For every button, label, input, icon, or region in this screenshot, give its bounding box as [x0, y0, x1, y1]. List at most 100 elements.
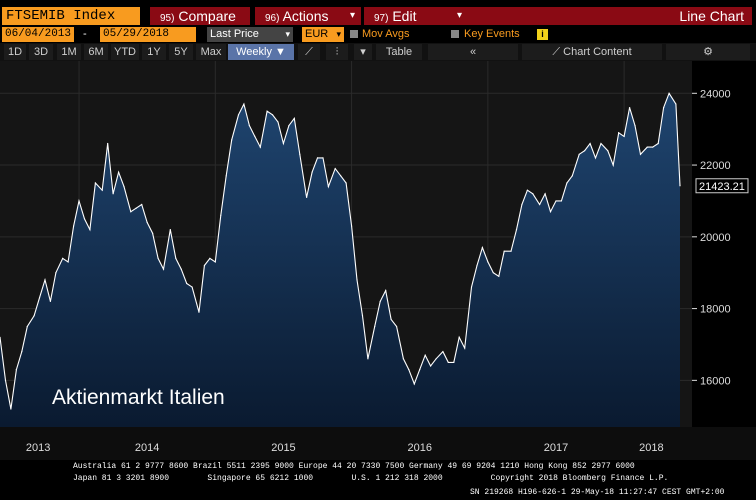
price-field-select[interactable]: Last Price ▾: [207, 27, 293, 42]
data-point: [476, 264, 478, 267]
data-point: [231, 139, 233, 141]
data-point: [503, 250, 505, 252]
data-point: [385, 290, 387, 292]
x-tick-label: 2018: [639, 442, 663, 454]
data-point: [4, 379, 7, 381]
data-point: [510, 250, 512, 252]
data-point: [162, 268, 165, 270]
currency-select[interactable]: EUR ▾: [302, 27, 344, 42]
data-point: [248, 124, 250, 127]
period-1d[interactable]: 1D: [4, 44, 26, 60]
data-point: [515, 229, 518, 231]
data-point: [327, 185, 330, 188]
edit-button[interactable]: 97) Edit ▾: [364, 7, 468, 25]
data-point: [175, 257, 177, 259]
start-date-field[interactable]: 06/04/2013: [2, 27, 74, 42]
data-point: [306, 196, 308, 198]
data-point: [532, 193, 534, 195]
data-point: [198, 311, 200, 313]
data-point: [498, 275, 500, 277]
y-tick-label: 20000: [700, 232, 731, 244]
period-ytd[interactable]: YTD: [111, 44, 139, 60]
data-point: [89, 229, 91, 231]
data-point: [334, 168, 336, 170]
actions-label: Actions: [282, 8, 329, 24]
data-point: [316, 157, 319, 159]
data-point: [152, 232, 154, 234]
collapse-icon[interactable]: «: [428, 44, 518, 60]
data-point: [607, 150, 609, 152]
info-icon[interactable]: i: [537, 29, 548, 40]
data-point: [293, 117, 295, 120]
period-5y[interactable]: 5Y: [169, 44, 193, 60]
period-1y[interactable]: 1Y: [142, 44, 166, 60]
price-area: [0, 93, 680, 428]
data-point: [492, 272, 494, 274]
key-events-label: Key Events: [464, 28, 520, 40]
table-button[interactable]: Table: [376, 44, 422, 60]
footer-session: SN 219268 H196-626-1 29-May-18 11:27:47 …: [470, 488, 725, 497]
period-1m[interactable]: 1M: [57, 44, 81, 60]
date-separator: -: [83, 28, 87, 40]
data-point: [209, 257, 211, 259]
data-point: [379, 300, 381, 303]
line-style-icon[interactable]: ⟋: [298, 44, 320, 60]
frequency-label: Weekly: [236, 46, 272, 58]
period-6m[interactable]: 6M: [84, 44, 108, 60]
mov-avgs-checkbox[interactable]: [350, 30, 358, 38]
data-point: [83, 218, 86, 220]
data-point: [539, 203, 541, 206]
data-point: [442, 351, 444, 353]
ticker-field[interactable]: FTSEMIB Index: [2, 7, 140, 25]
data-point: [628, 107, 631, 109]
data-point: [634, 124, 636, 127]
period-bar: 1D 3D 1M 6M YTD 1Y 5Y Max Weekly ▼ ⟋ ⫶ ▾…: [0, 43, 756, 61]
data-point: [675, 103, 677, 105]
data-point: [311, 171, 313, 173]
table-expand-icon[interactable]: ▾: [354, 44, 372, 60]
frequency-select[interactable]: Weekly ▼: [228, 44, 294, 60]
title-bar: FTSEMIB Index 95) Compare 96) Actions ▾ …: [0, 0, 756, 26]
data-point: [288, 124, 290, 127]
data-point: [10, 408, 12, 410]
data-point: [112, 193, 114, 195]
x-axis: 2013 2014 2015 2016 2017 2018: [26, 442, 664, 454]
data-point: [254, 135, 256, 137]
data-point: [21, 351, 23, 353]
key-events-checkbox[interactable]: [451, 30, 459, 38]
y-tick-label: 22000: [700, 160, 731, 172]
chart-content-button[interactable]: ⟋ Chart Content: [522, 44, 662, 60]
data-point: [0, 336, 1, 338]
data-point: [243, 103, 245, 105]
data-point: [639, 153, 642, 155]
data-point: [271, 114, 274, 116]
x-tick-label: 2017: [544, 442, 568, 454]
data-point: [679, 185, 681, 187]
data-point: [345, 182, 347, 184]
period-3d[interactable]: 3D: [29, 44, 53, 60]
data-point: [430, 365, 432, 367]
data-point: [67, 261, 69, 263]
bar-style-icon[interactable]: ⫶: [326, 44, 348, 60]
chart-content-label: Chart Content: [563, 46, 632, 58]
data-point: [549, 211, 552, 213]
compare-label: Compare: [178, 8, 236, 24]
data-point: [566, 182, 568, 184]
data-point: [424, 354, 426, 356]
settings-gear-icon[interactable]: ⚙: [666, 44, 750, 60]
period-max[interactable]: Max: [196, 44, 226, 60]
data-point: [571, 175, 573, 177]
data-point: [589, 142, 591, 145]
data-point: [419, 368, 421, 371]
data-point: [435, 358, 437, 360]
compare-button[interactable]: 95) Compare: [150, 7, 250, 25]
data-point: [487, 261, 489, 263]
actions-number: 96): [265, 13, 280, 24]
data-point: [340, 175, 342, 177]
data-point: [146, 221, 148, 224]
data-point: [259, 146, 261, 148]
end-date-field[interactable]: 05/29/2018: [100, 27, 196, 42]
edit-number: 97): [374, 13, 389, 24]
actions-button[interactable]: 96) Actions ▾: [255, 7, 361, 25]
